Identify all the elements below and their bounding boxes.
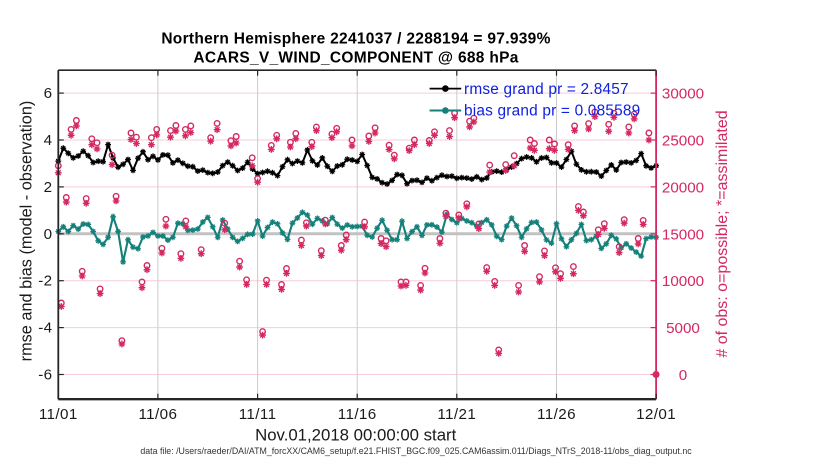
svg-text:0: 0: [44, 226, 53, 243]
svg-text:Nov.01,2018 00:00:00 start: Nov.01,2018 00:00:00 start: [255, 426, 457, 445]
svg-text:12/01: 12/01: [636, 406, 676, 423]
svg-text:11/11: 11/11: [239, 406, 277, 423]
svg-text:6: 6: [44, 85, 53, 102]
svg-text:data file: /Users/raeder/DAI/A: data file: /Users/raeder/DAI/ATM_forcXX/…: [140, 446, 692, 456]
svg-text:11/06: 11/06: [138, 406, 177, 423]
svg-text:-6: -6: [38, 367, 52, 384]
svg-text:rmse grand pr = 2.8457: rmse grand pr = 2.8457: [464, 81, 629, 98]
svg-text:Northern Hemisphere 2241037 /: Northern Hemisphere 2241037 / 2288194 = …: [161, 31, 550, 48]
svg-text:10000: 10000: [662, 273, 704, 290]
svg-text:0: 0: [679, 367, 687, 384]
svg-text:25000: 25000: [662, 133, 704, 150]
svg-text:2: 2: [44, 179, 53, 196]
svg-text:rmse and bias (model - observa: rmse and bias (model - observation): [18, 101, 36, 362]
svg-text:4: 4: [44, 132, 53, 149]
svg-text:ACARS_V_WIND_COMPONENT @ 688 h: ACARS_V_WIND_COMPONENT @ 688 hPa: [193, 50, 518, 67]
svg-text:30000: 30000: [662, 86, 704, 103]
svg-text:5000: 5000: [666, 320, 700, 337]
svg-text:11/01: 11/01: [39, 406, 78, 423]
svg-text:11/21: 11/21: [437, 406, 476, 423]
svg-text:-2: -2: [38, 273, 52, 290]
svg-text:bias grand pr = 0.085589: bias grand pr = 0.085589: [464, 103, 640, 120]
svg-text:15000: 15000: [662, 226, 704, 243]
svg-text:-4: -4: [38, 320, 52, 337]
svg-text:11/26: 11/26: [537, 406, 576, 423]
svg-text:11/16: 11/16: [338, 406, 377, 423]
svg-text:20000: 20000: [662, 179, 704, 196]
svg-text:# of obs: o=possible; *=assimi: # of obs: o=possible; *=assimilated: [714, 110, 731, 357]
